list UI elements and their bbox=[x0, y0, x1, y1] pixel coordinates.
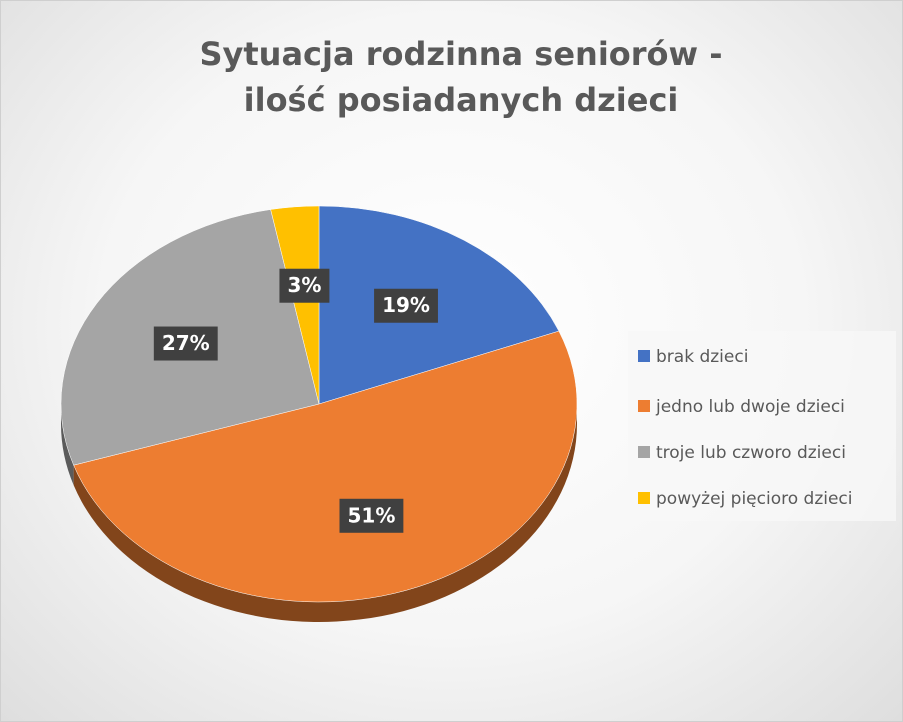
data-label-box bbox=[279, 268, 330, 303]
legend-label: jedno lub dwoje dzieci bbox=[655, 397, 845, 417]
data-label: 51% bbox=[347, 503, 395, 527]
legend-swatch bbox=[638, 492, 650, 504]
data-label-box bbox=[153, 326, 218, 361]
slice bbox=[270, 205, 320, 405]
data-label: 27% bbox=[162, 331, 210, 355]
legend-swatch bbox=[638, 446, 650, 458]
legend-box bbox=[628, 331, 896, 521]
legend-label: powyżej pięcioro dzieci bbox=[656, 489, 853, 509]
legend-label: brak dzieci bbox=[656, 347, 748, 367]
slice bbox=[73, 330, 578, 603]
legend-label: troje lub czworo dzieci bbox=[656, 443, 846, 463]
data-label-box bbox=[339, 498, 404, 533]
slice-side bbox=[61, 404, 74, 486]
slice bbox=[318, 205, 560, 405]
legend-swatch bbox=[638, 400, 650, 412]
data-label: 19% bbox=[382, 293, 430, 317]
legend-swatch bbox=[638, 350, 650, 362]
data-label-box bbox=[374, 288, 438, 323]
chart-title: Sytuacja rodzinna seniorów - ilość posia… bbox=[199, 35, 723, 119]
data-label: 3% bbox=[287, 273, 321, 297]
